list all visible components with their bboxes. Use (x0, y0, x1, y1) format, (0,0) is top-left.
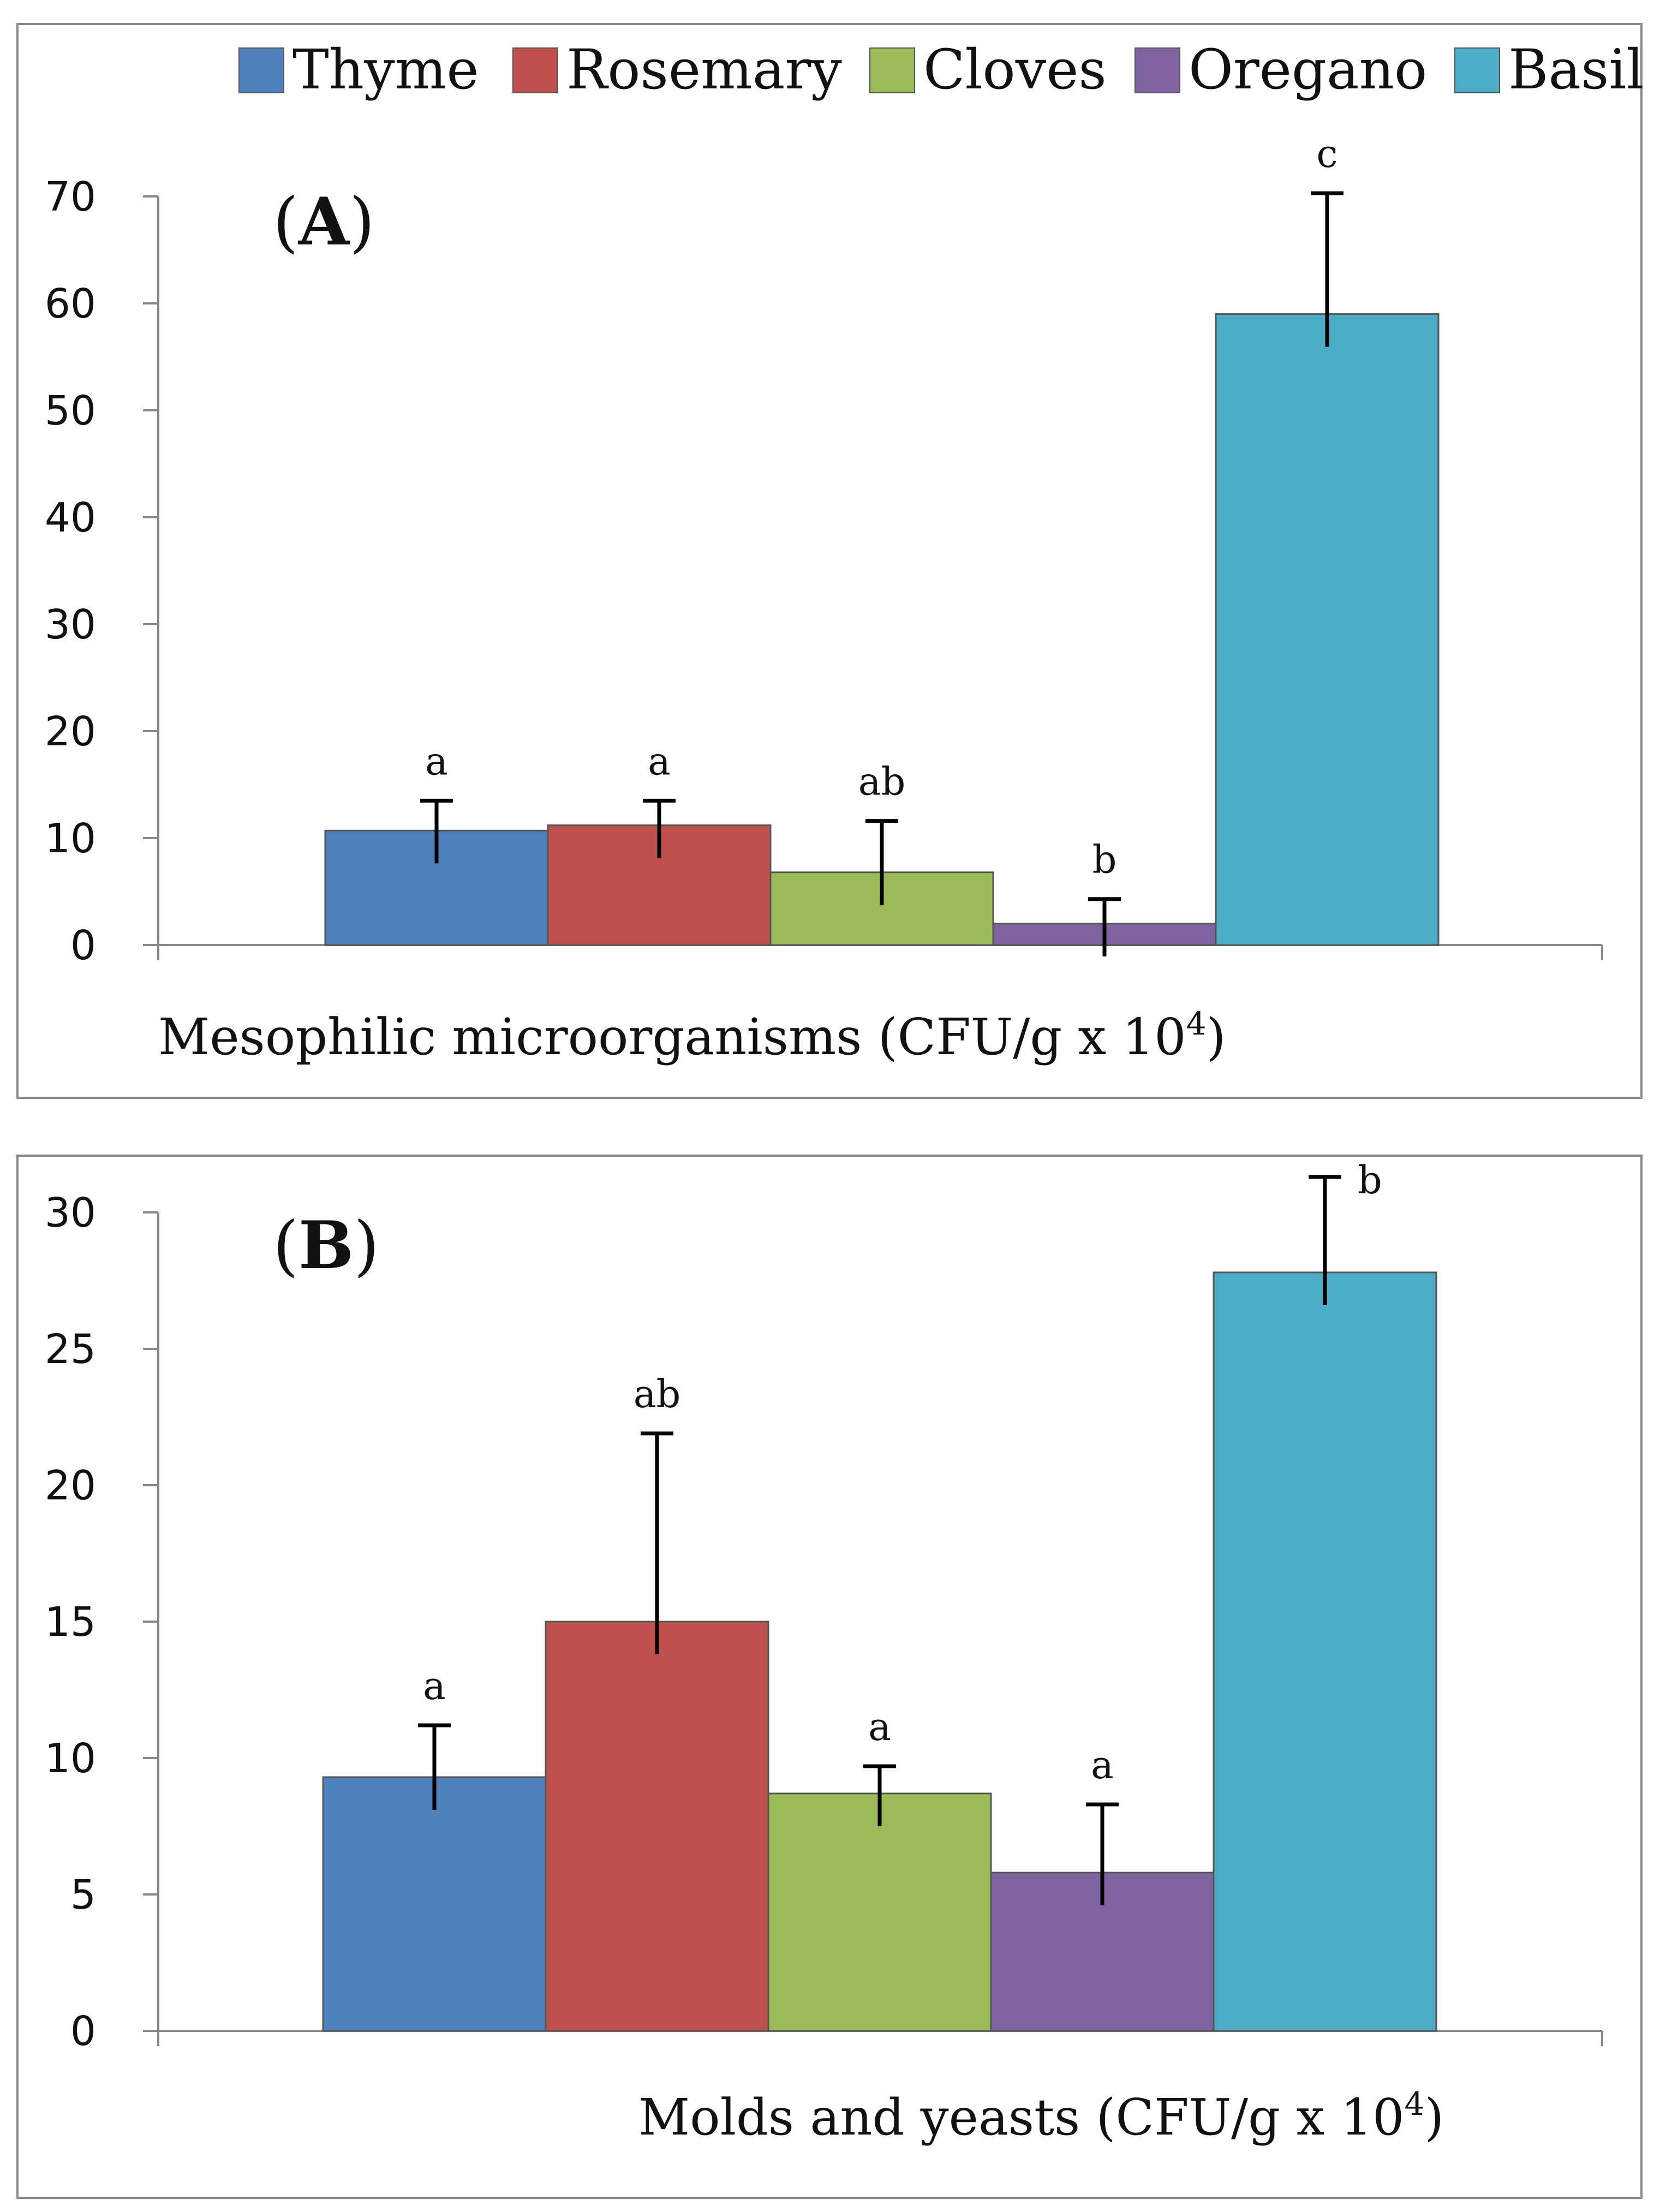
panel-b-chart: (B) Molds and yeasts (CFU/g x 104) 0 5 10 1… (45, 1158, 1603, 2147)
panel-a-y-tick-label: 70 (45, 174, 96, 220)
panel-a-label: (A) (273, 183, 375, 260)
legend-swatch-rosemary (512, 47, 558, 93)
panel-b-y-tick-label: 20 (45, 1462, 96, 1509)
panel-b-bar-thyme (322, 1776, 547, 2032)
panel-b-y-tick-label: 30 (45, 1189, 96, 1236)
panel-a-frame (16, 23, 1643, 1099)
panel-a-bar-basil (1215, 313, 1440, 946)
legend-label-rosemary: Rosemary (566, 38, 842, 101)
panel-b-frame (16, 1155, 1643, 2199)
panel-b-bar-cloves (767, 1792, 992, 2032)
legend-swatch-cloves (869, 47, 915, 93)
panel-a-xlabel: Mesophilic microorganisms (CFU/g x 104) (158, 1005, 1226, 1066)
panel-a-sig-label-basil: c (1316, 131, 1337, 176)
panel-b-bar-basil (1213, 1271, 1437, 2032)
panel-a-sig-label-thyme: a (425, 739, 448, 784)
panel-a-y-tick-label: 0 (70, 922, 96, 969)
legend-label-cloves: Cloves (923, 38, 1107, 101)
legend-label-basil: Basil (1508, 38, 1644, 101)
panel-b-sig-label-rosemary: ab (634, 1372, 681, 1416)
legend-label-oregano: Oregano (1189, 38, 1427, 101)
panel-a-y-tick-label: 40 (45, 494, 96, 541)
panel-a-sig-label-oregano: b (1092, 838, 1117, 882)
panel-b-y-tick-label: 15 (45, 1599, 96, 1646)
panel-b-y-tick-label: 0 (70, 2008, 96, 2055)
panel-b-sig-label-oregano: a (1091, 1743, 1114, 1787)
panel-a-chart: (A) Mesophilic microorganisms (CFU/g x 1… (45, 131, 1603, 1066)
panel-b-y-tick-label: 10 (45, 1735, 96, 1782)
panel-b-sig-label-basil: b (1358, 1158, 1382, 1203)
panel-b-bar-rosemary (545, 1621, 769, 2032)
panel-b-label: (B) (273, 1207, 379, 1284)
panel-b-sig-label-cloves: a (868, 1705, 891, 1749)
panel-b-xlabel: Molds and yeasts (CFU/g x 104) (638, 2085, 1444, 2147)
panel-b-y-tick-label: 25 (45, 1326, 96, 1373)
legend-label-thyme: Thyme (292, 38, 479, 101)
panel-a-y-tick-label: 50 (45, 387, 96, 434)
legend-swatch-basil (1454, 47, 1500, 93)
panel-a-sig-label-cloves: ab (858, 760, 906, 804)
panel-a-y-tick-label: 20 (45, 708, 96, 755)
legend-swatch-oregano (1134, 47, 1180, 93)
panel-b-y-tick-label: 5 (70, 1872, 96, 1918)
panel-a-y-tick-label: 60 (45, 280, 96, 327)
legend: Thyme Rosemary Cloves Oregano Basil (238, 38, 1644, 101)
panel-a-sig-label-rosemary: a (648, 739, 671, 784)
legend-swatch-thyme (238, 47, 284, 93)
panel-a-y-tick-label: 30 (45, 601, 96, 648)
panel-b-sig-label-thyme: a (423, 1664, 446, 1708)
panel-a-y-tick-label: 10 (45, 815, 96, 862)
